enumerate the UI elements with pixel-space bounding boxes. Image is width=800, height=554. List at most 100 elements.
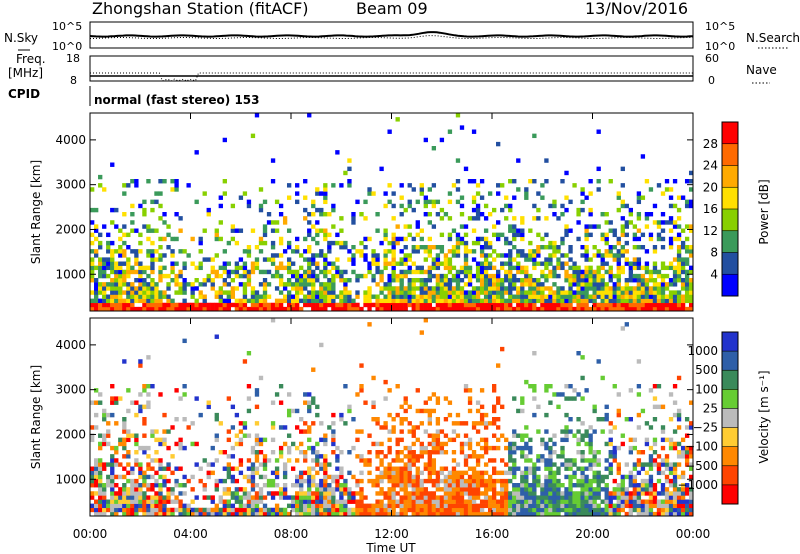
heatmap-cell <box>114 421 119 426</box>
heatmap-cell <box>403 302 408 308</box>
heatmap-cell <box>114 273 119 279</box>
heatmap-cell <box>632 466 638 471</box>
heatmap-cell <box>516 232 521 238</box>
heatmap-cell <box>98 491 103 496</box>
heatmap-cell <box>512 470 517 476</box>
heatmap-cell <box>246 474 252 480</box>
heatmap-cell <box>134 253 139 258</box>
heatmap-cell <box>487 474 493 480</box>
heatmap-cell <box>471 491 477 496</box>
heatmap-cell <box>286 240 292 246</box>
heatmap-cell <box>672 306 678 312</box>
heatmap-cell <box>94 278 99 283</box>
heatmap-cell <box>375 212 380 217</box>
heatmap-cell <box>174 183 179 188</box>
heatmap-cell <box>270 179 276 184</box>
heatmap-cell <box>126 499 131 504</box>
heatmap-cell <box>206 302 211 308</box>
heatmap-cell <box>500 404 505 410</box>
heatmap-cell <box>640 499 646 504</box>
heatmap-cell <box>210 495 215 500</box>
heatmap-cell <box>387 249 392 254</box>
heatmap-cell <box>387 470 392 476</box>
heatmap-cell <box>134 495 139 500</box>
heatmap-cell <box>383 249 388 254</box>
heatmap-cell <box>592 302 597 308</box>
heatmap-cell <box>475 302 481 308</box>
heatmap-cell <box>427 495 432 500</box>
heatmap-cell <box>395 384 400 389</box>
heatmap-cell <box>335 302 340 308</box>
heatmap-cell <box>435 199 441 205</box>
heatmap-cell <box>90 232 95 238</box>
heatmap-cell <box>118 302 123 308</box>
heatmap-cell <box>194 265 199 271</box>
heatmap-cell <box>475 474 481 480</box>
heatmap-cell <box>399 474 404 480</box>
heatmap-cell <box>315 495 320 500</box>
heatmap-cell <box>459 441 465 447</box>
heatmap-cell <box>323 433 328 438</box>
heatmap-cell <box>186 511 191 517</box>
heatmap-cell <box>580 495 585 500</box>
heatmap-cell <box>560 261 565 266</box>
heatmap-cell <box>242 249 248 254</box>
heatmap-cell <box>656 306 662 312</box>
heatmap-cell <box>520 450 525 455</box>
heatmap-cell <box>278 253 284 258</box>
heatmap-cell <box>604 302 609 308</box>
heatmap-cell <box>102 441 107 447</box>
heatmap-cell <box>548 298 553 304</box>
heatmap-cell <box>407 495 412 500</box>
heatmap-cell <box>528 302 533 308</box>
heatmap-cell <box>552 290 557 295</box>
heatmap-cell <box>684 491 690 496</box>
heatmap-cell <box>295 269 300 275</box>
heatmap-cell <box>158 487 163 492</box>
heatmap-cell <box>411 306 416 312</box>
heatmap-cell <box>459 290 465 295</box>
heatmap-cell <box>407 474 412 480</box>
heatmap-cell <box>496 183 501 188</box>
heatmap-cell <box>463 462 469 467</box>
heatmap-cell <box>110 491 115 496</box>
heatmap-cell <box>90 495 95 500</box>
heatmap-cell <box>323 265 328 271</box>
heatmap-cell <box>146 249 151 254</box>
heatmap-cell <box>676 294 682 299</box>
heatmap-cell <box>592 269 597 275</box>
heatmap-cell <box>226 429 231 434</box>
heatmap-cell <box>616 507 621 513</box>
heatmap-cell <box>648 466 654 471</box>
heatmap-cell <box>540 437 545 443</box>
heatmap-cell <box>580 273 585 279</box>
heatmap-cell <box>544 511 549 517</box>
heatmap-cell <box>540 298 545 304</box>
heatmap-cell <box>524 282 529 287</box>
heatmap-cell <box>415 388 420 393</box>
heatmap-cell <box>311 400 316 405</box>
heatmap-cell <box>158 298 163 304</box>
heatmap-cell <box>295 478 300 484</box>
heatmap-cell <box>242 487 248 492</box>
heatmap-cell <box>455 199 461 205</box>
heatmap-cell <box>363 302 368 308</box>
heatmap-cell <box>98 511 103 517</box>
heatmap-cell <box>282 507 288 513</box>
heatmap-cell <box>158 503 163 509</box>
heatmap-cell <box>186 253 191 258</box>
heatmap-cell <box>110 278 115 283</box>
heatmap-cell <box>391 286 396 291</box>
heatmap-cell <box>246 253 252 258</box>
heatmap-cell <box>307 249 312 254</box>
heatmap-cell <box>218 298 223 304</box>
heatmap-cell <box>423 195 428 200</box>
heatmap-cell <box>455 249 461 254</box>
heatmap-cell <box>624 499 629 504</box>
heatmap-cell <box>118 278 123 283</box>
heatmap-cell <box>150 483 155 488</box>
heatmap-cell <box>576 236 581 242</box>
heatmap-cell <box>122 269 127 275</box>
heatmap-cell <box>170 491 175 496</box>
heatmap-cell <box>363 511 368 517</box>
